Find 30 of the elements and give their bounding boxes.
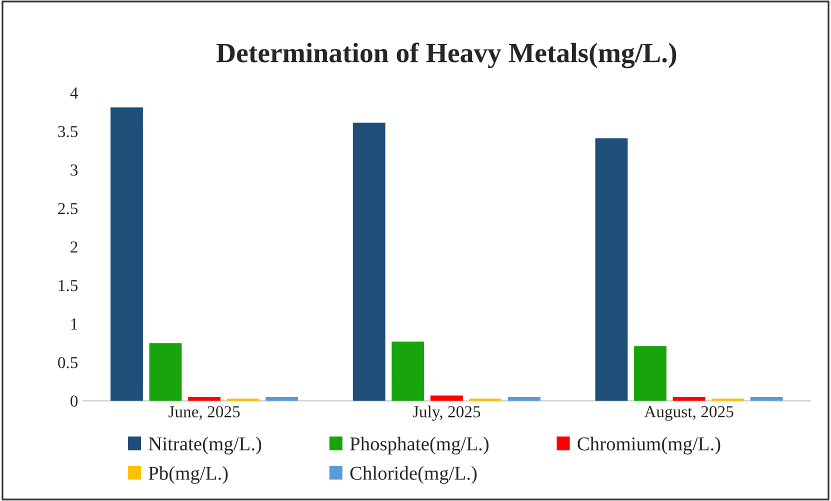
y-tick-label: 2 (70, 241, 78, 253)
bar (110, 107, 143, 401)
y-tick-label: 1.5 (58, 280, 78, 292)
bar (149, 343, 182, 401)
y-tick-label: 3 (70, 164, 78, 176)
y-tick-label: 2.5 (58, 202, 78, 214)
bar (352, 122, 386, 401)
legend-label: Nitrate(mg/L.) (148, 436, 262, 454)
bar (595, 138, 628, 401)
x-tick-label: July, 2025 (412, 406, 480, 421)
y-tick-label: 4 (70, 87, 78, 98)
y-tick-label: 1 (71, 318, 78, 330)
bar (266, 397, 298, 401)
legend-label: Pb(mg/L.) (148, 466, 228, 484)
legend-label: Chloride(mg/L.) (350, 466, 477, 484)
bar (430, 395, 463, 401)
legend-label: Phosphate(mg/L.) (350, 436, 489, 454)
bar (634, 346, 666, 401)
y-tick-label: 0.5 (58, 356, 78, 368)
y-tick-label: 0 (70, 396, 78, 407)
chart-title: Determination of Heavy Metals(mg/L.) (216, 42, 676, 68)
legend-label: Chromium(mg/L.) (578, 436, 720, 454)
x-tick-label: August, 2025 (644, 406, 734, 421)
bar (750, 397, 783, 401)
bar (392, 342, 424, 401)
bar (508, 397, 540, 401)
y-tick-label: 3.5 (58, 126, 78, 138)
bar (672, 397, 706, 401)
x-tick-label: June, 2025 (168, 406, 240, 420)
bar (188, 397, 220, 401)
